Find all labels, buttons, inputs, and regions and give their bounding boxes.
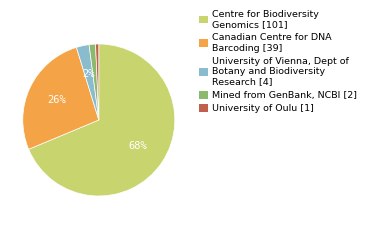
Text: 26%: 26% bbox=[47, 95, 65, 105]
Text: 68%: 68% bbox=[129, 141, 147, 151]
Wedge shape bbox=[23, 47, 99, 149]
Legend: Centre for Biodiversity
Genomics [101], Canadian Centre for DNA
Barcoding [39], : Centre for Biodiversity Genomics [101], … bbox=[198, 10, 357, 114]
Wedge shape bbox=[28, 44, 175, 196]
Wedge shape bbox=[95, 44, 99, 120]
Wedge shape bbox=[76, 45, 99, 120]
Text: 2%: 2% bbox=[82, 69, 95, 79]
Wedge shape bbox=[89, 44, 99, 120]
